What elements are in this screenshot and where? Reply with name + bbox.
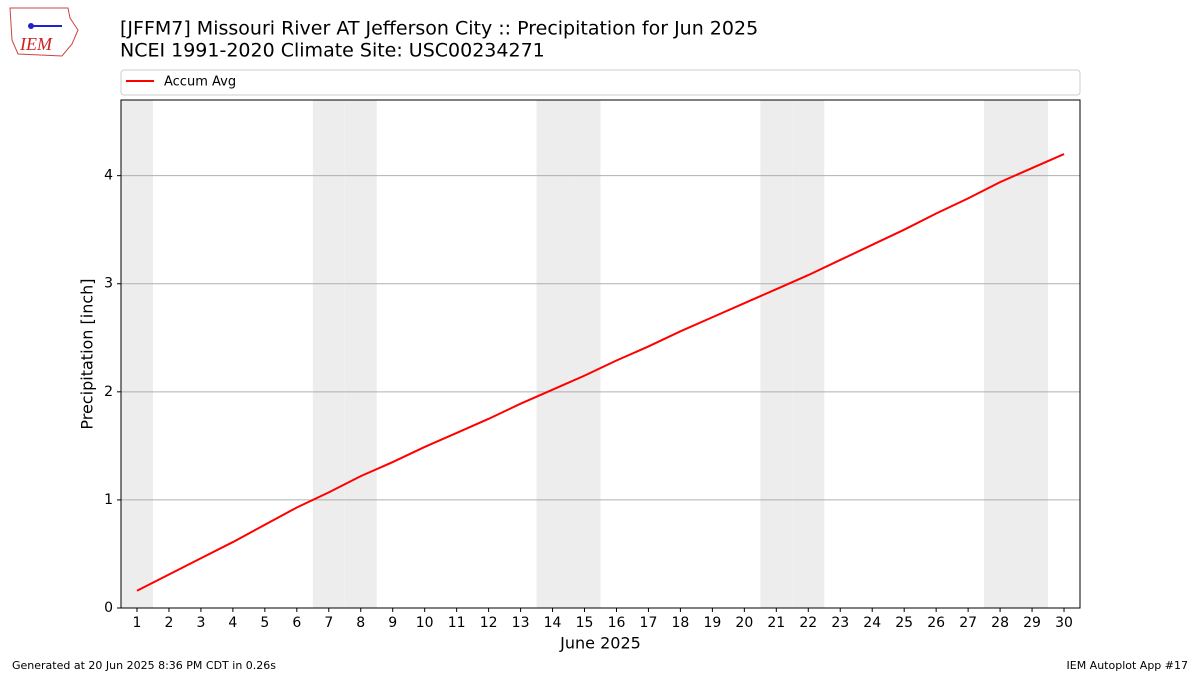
y-tick-label: 0: [104, 600, 113, 616]
x-tick-label: 17: [640, 615, 658, 631]
x-tick-label: 11: [448, 615, 466, 631]
x-tick-label: 25: [895, 615, 913, 631]
weekend-band: [792, 100, 825, 608]
weekend-band: [121, 100, 153, 608]
y-tick-label: 3: [104, 276, 113, 292]
x-tick-label: 10: [416, 615, 434, 631]
x-tick-label: 13: [512, 615, 530, 631]
x-tick-label: 8: [356, 615, 365, 631]
footer-left: Generated at 20 Jun 2025 8:36 PM CDT in …: [12, 659, 276, 672]
logo: IEM: [9, 7, 79, 57]
x-tick-label: 6: [292, 615, 301, 631]
line-series: [136, 153, 1065, 592]
x-tick-label: 1: [133, 615, 142, 631]
x-tick-label: 9: [388, 615, 397, 631]
logo-text: IEM: [19, 34, 53, 54]
x-tick-label: 18: [672, 615, 690, 631]
footer-right: IEM Autoplot App #17: [1067, 659, 1189, 672]
x-tick-label: 16: [608, 615, 626, 631]
weekend-band: [760, 100, 793, 608]
x-tick-label: 2: [164, 615, 173, 631]
x-tick-label: 20: [735, 615, 753, 631]
y-axis-label: Precipitation [inch]: [78, 278, 97, 429]
chart-subtitle: NCEI 1991-2020 Climate Site: USC00234271: [120, 40, 545, 62]
y-tick-label: 4: [104, 168, 113, 184]
x-tick-label: 12: [480, 615, 498, 631]
weekend-band: [984, 100, 1017, 608]
x-tick-label: 4: [228, 615, 237, 631]
x-tick-label: 14: [544, 615, 562, 631]
x-tick-label: 23: [831, 615, 849, 631]
x-tick-label: 29: [1023, 615, 1041, 631]
plot-frame: [120, 99, 1081, 609]
x-tick-label: 30: [1055, 615, 1073, 631]
x-axis-label: June 2025: [559, 634, 641, 653]
weekend-band: [536, 100, 569, 608]
x-tick-label: 24: [863, 615, 881, 631]
weekend-band: [344, 100, 377, 608]
x-tick-label: 5: [260, 615, 269, 631]
legend-label: Accum Avg: [164, 75, 236, 90]
x-tick-label: 19: [703, 615, 721, 631]
weekend-band: [1016, 100, 1049, 608]
weekend-band: [568, 100, 601, 608]
x-tick-label: 21: [767, 615, 785, 631]
y-tick-label: 1: [104, 492, 113, 508]
chart-title: [JFFM7] Missouri River AT Jefferson City…: [120, 18, 758, 40]
x-tick-label: 22: [799, 615, 817, 631]
x-tick-label: 27: [959, 615, 977, 631]
legend-box: [120, 69, 1081, 96]
x-tick-label: 28: [991, 615, 1009, 631]
x-tick-label: 26: [927, 615, 945, 631]
x-tick-label: 15: [576, 615, 594, 631]
y-tick-label: 2: [104, 384, 113, 400]
x-tick-label: 3: [196, 615, 205, 631]
weekend-band: [312, 100, 345, 608]
x-tick-label: 7: [324, 615, 333, 631]
